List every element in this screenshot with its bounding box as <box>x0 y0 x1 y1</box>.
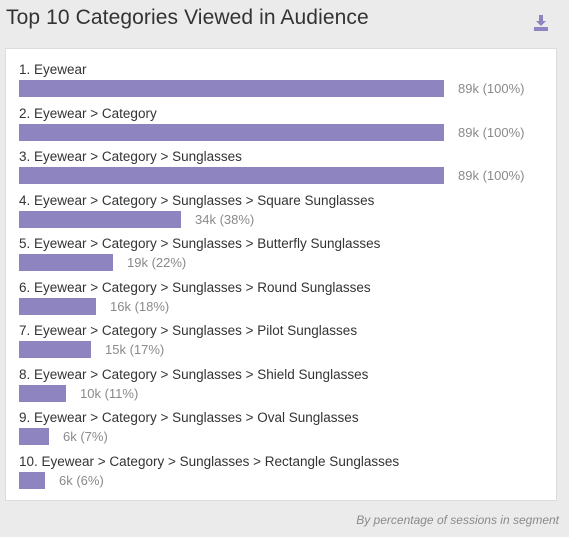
category-label: 1. Eyewear <box>19 62 87 77</box>
category-label: 7. Eyewear > Category > Sunglasses > Pil… <box>19 323 358 338</box>
bar <box>19 254 113 271</box>
category-label: 5. Eyewear > Category > Sunglasses > But… <box>19 236 381 251</box>
bar <box>19 167 444 184</box>
category-label: 9. Eyewear > Category > Sunglasses > Ova… <box>19 410 359 425</box>
bar-value-label: 34k (38%) <box>195 211 255 227</box>
download-button[interactable] <box>532 14 550 32</box>
bar <box>19 341 91 358</box>
bar <box>19 210 181 228</box>
download-icon <box>534 15 548 31</box>
category-label: 8. Eyewear > Category > Sunglasses > Shi… <box>19 366 369 382</box>
bar-value-label: 6k (7%) <box>63 429 108 444</box>
bar-value-label: 89k (100%) <box>458 168 525 183</box>
bar <box>19 80 444 97</box>
bar-value-label: 89k (100%) <box>458 124 525 140</box>
bar-value-label: 89k (100%) <box>458 81 525 96</box>
bar <box>19 471 45 489</box>
bar-value-label: 10k (11%) <box>80 385 139 401</box>
widget-title: Top 10 Categories Viewed in Audience <box>6 6 369 29</box>
bar-value-label: 19k (22%) <box>127 255 187 270</box>
bar <box>19 297 96 315</box>
bar-value-label: 16k (18%) <box>110 298 170 314</box>
bar-value-label: 6k (6%) <box>59 472 104 488</box>
bar <box>19 123 444 141</box>
category-label: 3. Eyewear > Category > Sunglasses <box>19 149 242 164</box>
chart-card: 1. Eyewear 89k (100%) 2. Eyewear > Categor… <box>5 48 557 501</box>
category-label: 2. Eyewear > Category <box>19 105 157 121</box>
category-label: 6. Eyewear > Category > Sunglasses > Rou… <box>19 279 371 295</box>
category-label: 10. Eyewear > Category > Sunglasses > Re… <box>19 453 400 469</box>
bar <box>19 428 49 445</box>
footnote: By percentage of sessions in segment <box>356 513 559 527</box>
bar <box>19 384 66 402</box>
bar-value-label: 15k (17%) <box>105 342 165 357</box>
category-label: 4. Eyewear > Category > Sunglasses > Squ… <box>19 192 375 208</box>
